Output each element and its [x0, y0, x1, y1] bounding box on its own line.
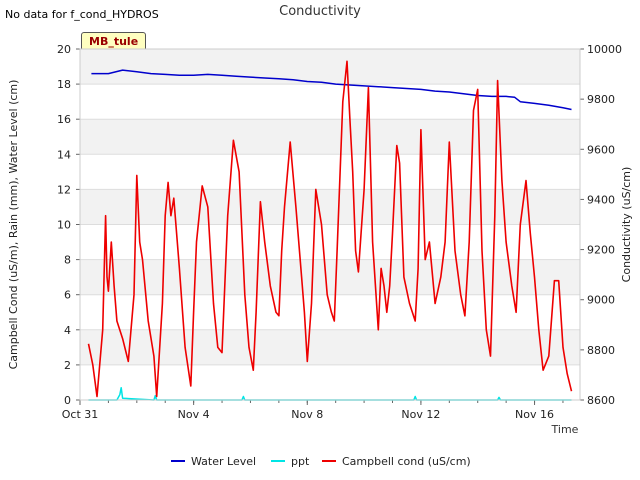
y-left-tick-label: 6 [64, 289, 71, 302]
grid-band [80, 49, 580, 85]
x-tick-label: Nov 12 [401, 408, 440, 421]
series-line-campbell-cond-us-cm [87, 60, 573, 398]
series-line-water-level [91, 69, 572, 111]
y-left-tick-label: 18 [57, 78, 71, 91]
x-tick-label: Nov 8 [291, 408, 323, 421]
y-left-tick-label: 14 [57, 148, 71, 161]
legend-label: ppt [291, 455, 310, 468]
chart-title: Conductivity [279, 4, 361, 19]
site-badge: MB_tule [81, 32, 147, 51]
y-left-tick-label: 16 [57, 113, 71, 126]
y-left-tick-label: 20 [57, 43, 71, 56]
legend-label: Water Level [191, 455, 256, 468]
y-right-tick-label: 9600 [587, 143, 615, 156]
x-tick-label: Nov 16 [515, 408, 554, 421]
y-right-tick-label: 9200 [587, 244, 615, 257]
y-right-tick-label: 9400 [587, 193, 615, 206]
legend-label: Campbell cond (uS/cm) [342, 455, 471, 468]
x-axis-title: Time [551, 423, 579, 436]
y-left-tick-label: 8 [64, 254, 71, 267]
y-right-tick-label: 8600 [587, 394, 615, 407]
y-left-tick-label: 2 [64, 359, 71, 372]
y-left-tick-label: 0 [64, 394, 71, 407]
y-right-tick-label: 9000 [587, 294, 615, 307]
y-right-tick-label: 10000 [587, 43, 622, 56]
grid-band [80, 189, 580, 225]
y-right-tick-label: 9800 [587, 93, 615, 106]
grid-band [80, 119, 580, 155]
x-tick-label: Nov 4 [178, 408, 210, 421]
y-left-tick-label: 12 [57, 183, 71, 196]
y-left-tick-label: 10 [57, 219, 71, 232]
y-left-tick-label: 4 [64, 324, 71, 337]
y-left-axis-title: Campbell Cond (uS/m), Rain (mm), Water L… [7, 80, 20, 370]
no-data-message: No data for f_cond_HYDROS [5, 8, 159, 21]
y-right-axis-title: Conductivity (uS/cm) [620, 167, 633, 283]
grid-band [80, 259, 580, 295]
grid-band [80, 329, 580, 365]
y-right-tick-label: 8800 [587, 344, 615, 357]
x-tick-label: Oct 31 [62, 408, 99, 421]
plot-frame [79, 48, 581, 401]
